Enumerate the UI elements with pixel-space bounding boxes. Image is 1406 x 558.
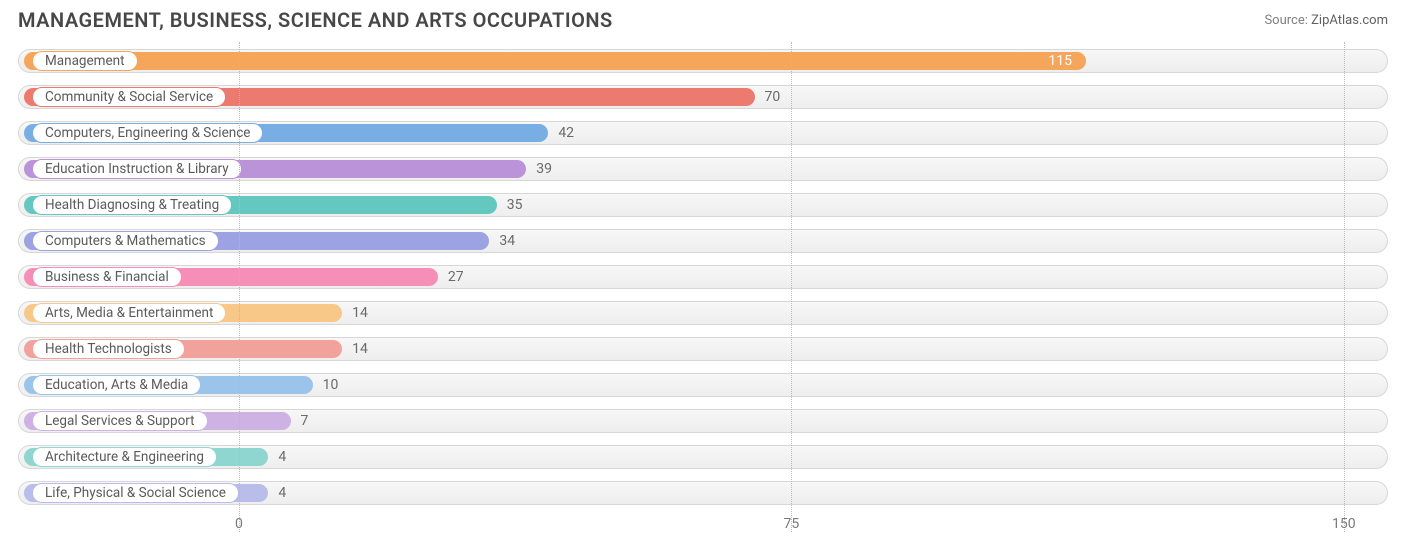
tick-label: 150: [1332, 516, 1356, 532]
grid-line: [1344, 42, 1345, 532]
bar-value: 35: [507, 190, 523, 220]
bar-label-pill: Education Instruction & Library: [32, 159, 242, 179]
bar-value: 14: [352, 334, 368, 364]
bar-label-pill: Health Technologists: [32, 339, 185, 359]
chart-title: MANAGEMENT, BUSINESS, SCIENCE AND ARTS O…: [18, 8, 613, 32]
bar-value: 115: [1048, 46, 1072, 76]
bar-label-pill: Community & Social Service: [32, 87, 226, 107]
tick-label: 75: [784, 516, 800, 532]
bar-row: Education Instruction & Library 39: [18, 154, 1388, 184]
bar-label-pill: Computers, Engineering & Science: [32, 123, 263, 143]
bar-label-pill: Arts, Media & Entertainment: [32, 303, 226, 323]
bar-value: 14: [352, 298, 368, 328]
bar-value: 42: [558, 118, 574, 148]
source-label: Source:: [1264, 13, 1307, 28]
tick-label: 0: [235, 516, 243, 532]
chart-source: Source: ZipAtlas.com: [1264, 13, 1388, 28]
grid-line: [239, 42, 240, 532]
bar-row: Architecture & Engineering 4: [18, 442, 1388, 472]
bar-value: 70: [765, 82, 781, 112]
bar-value: 7: [301, 406, 309, 436]
bar-fill: [24, 52, 1086, 70]
grid-line: [791, 42, 792, 532]
bar-row: Education, Arts & Media 10: [18, 370, 1388, 400]
bar-label-pill: Architecture & Engineering: [32, 447, 217, 467]
bar-row: Computers & Mathematics 34: [18, 226, 1388, 256]
bar-label-pill: Management: [32, 51, 138, 71]
bar-row: Life, Physical & Social Science 4: [18, 478, 1388, 508]
bars-container: Management 115 Community & Social Service 7…: [18, 46, 1388, 508]
bar-value: 10: [323, 370, 339, 400]
source-name: ZipAtlas.com: [1311, 13, 1388, 28]
bar-value: 39: [536, 154, 552, 184]
chart-header: MANAGEMENT, BUSINESS, SCIENCE AND ARTS O…: [0, 0, 1406, 36]
bar-label-pill: Life, Physical & Social Science: [32, 483, 239, 503]
bar-label-pill: Legal Services & Support: [32, 411, 208, 431]
x-axis: 0 75 150: [18, 514, 1388, 554]
bar-label-pill: Health Diagnosing & Treating: [32, 195, 232, 215]
bar-value: 4: [278, 478, 286, 508]
bar-row: Computers, Engineering & Science 42: [18, 118, 1388, 148]
bar-row: Health Technologists 14: [18, 334, 1388, 364]
bar-row: Business & Financial 27: [18, 262, 1388, 292]
bar-label-pill: Education, Arts & Media: [32, 375, 201, 395]
bar-label-pill: Business & Financial: [32, 267, 182, 287]
chart-area: Management 115 Community & Social Service 7…: [0, 36, 1406, 554]
bar-label-pill: Computers & Mathematics: [32, 231, 219, 251]
bar-row: Legal Services & Support 7: [18, 406, 1388, 436]
bar-value: 27: [448, 262, 464, 292]
bar-row: Arts, Media & Entertainment 14: [18, 298, 1388, 328]
bar-row: Management 115: [18, 46, 1388, 76]
bar-value: 34: [499, 226, 515, 256]
bar-value: 4: [278, 442, 286, 472]
bar-row: Community & Social Service 70: [18, 82, 1388, 112]
bar-row: Health Diagnosing & Treating 35: [18, 190, 1388, 220]
